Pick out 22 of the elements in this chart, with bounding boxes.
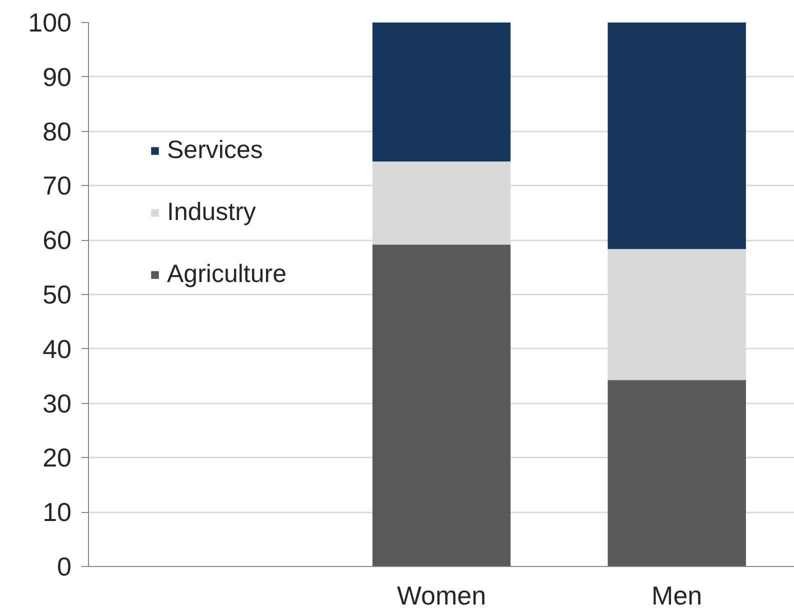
y-tick-label: 20	[42, 442, 72, 473]
bar	[608, 380, 746, 566]
y-tick-label: 70	[42, 170, 72, 201]
bar	[372, 160, 511, 245]
y-tick-label: 60	[42, 225, 72, 256]
y-tick-label: 40	[42, 334, 72, 364]
y-tick-label: 90	[42, 62, 72, 92]
y-tick-label: 80	[42, 116, 72, 146]
legend-label: Industry	[167, 198, 256, 227]
y-tick-label: 100	[28, 8, 72, 38]
bar	[608, 248, 746, 380]
y-tick-label: 0	[57, 552, 72, 582]
bar	[372, 22, 511, 162]
y-tick-label: 50	[42, 280, 72, 310]
y-tick-label: 30	[42, 388, 72, 418]
x-tick-label: Men	[652, 580, 702, 610]
bar	[608, 22, 746, 250]
legend-label: Services	[167, 136, 263, 165]
bar	[372, 244, 511, 566]
y-tick-label: 10	[42, 497, 72, 528]
x-tick-label: Women	[396, 580, 486, 610]
legend-label: Agriculture	[167, 260, 286, 289]
